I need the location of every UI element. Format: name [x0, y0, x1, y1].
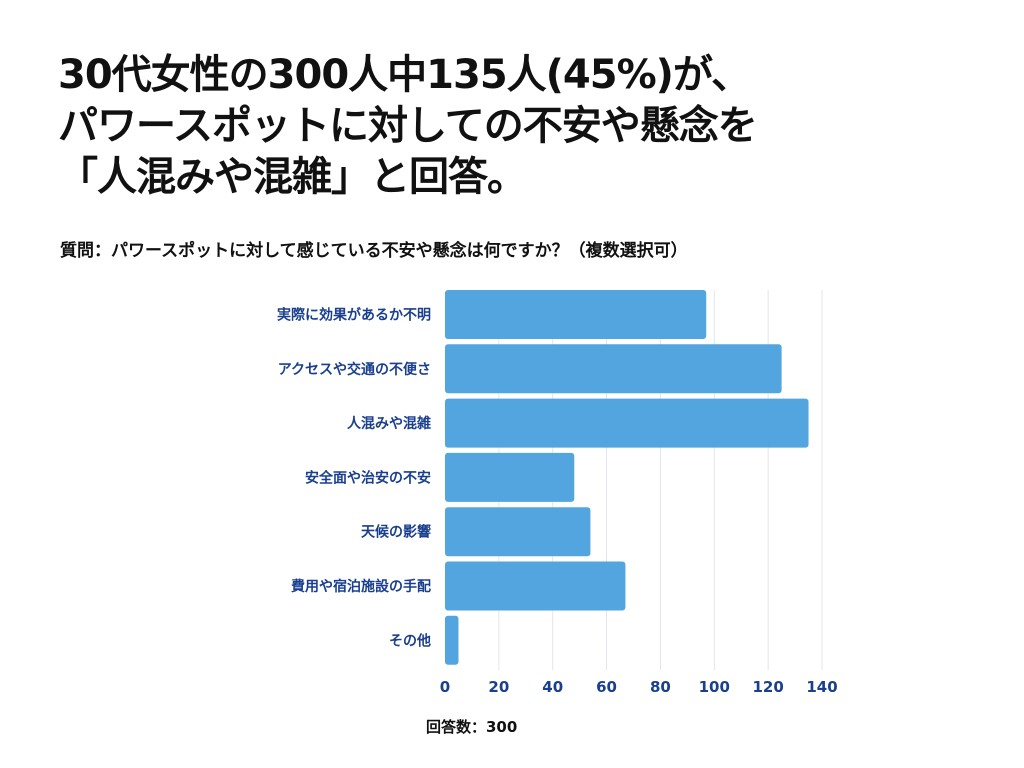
bar [445, 452, 575, 502]
x-tick-label: 60 [596, 678, 617, 696]
title-line: 30代女性の300人中135人(45%)が、 [58, 52, 751, 98]
category-label: 実際に効果があるか不明 [277, 307, 431, 324]
title-line: 「人混みや混雑」と回答。 [58, 154, 527, 200]
bar [445, 615, 459, 665]
title-line: パワースポットに対しての不安や懸念を [58, 103, 758, 149]
x-tick-label: 0 [440, 678, 450, 696]
x-tick-label: 120 [752, 678, 783, 696]
bar [445, 561, 626, 611]
respondent-count: 回答数：300 [426, 718, 518, 736]
x-tick-label: 20 [488, 678, 509, 696]
bar [445, 290, 707, 339]
bar [445, 398, 809, 448]
category-label: 費用や宿泊施設の手配 [291, 578, 431, 595]
x-tick-label: 80 [650, 678, 671, 696]
question-text: 質問：パワースポットに対して感じている不安や懸念は何ですか？（複数選択可） [60, 241, 688, 261]
category-label: その他 [389, 632, 431, 649]
category-label: 天候の影響 [361, 524, 431, 541]
bar [445, 507, 591, 557]
x-tick-label: 40 [542, 678, 563, 696]
page-title: 30代女性の300人中135人(45%)が、 パワースポットに対しての不安や懸念… [58, 50, 1018, 203]
x-tick-label: 140 [806, 678, 837, 696]
category-label: アクセスや交通の不便さ [278, 361, 431, 378]
x-tick-label: 100 [699, 678, 730, 696]
category-label: 人混みや混雑 [347, 415, 431, 432]
bar [445, 344, 782, 394]
category-label: 安全面や治安の不安 [305, 469, 431, 486]
